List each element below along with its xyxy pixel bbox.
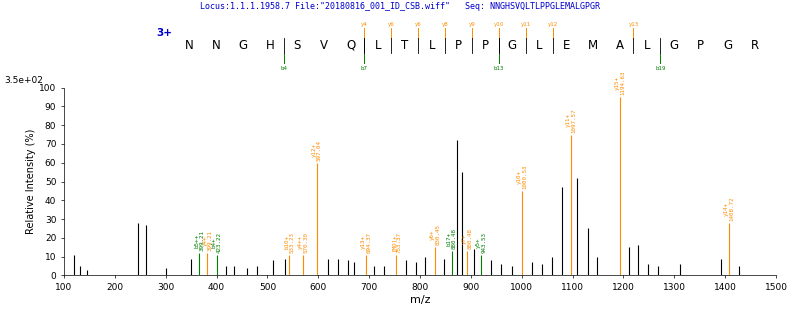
Text: P: P xyxy=(455,39,462,52)
Text: P: P xyxy=(482,39,489,52)
Text: G: G xyxy=(238,39,248,52)
Text: L: L xyxy=(374,39,381,52)
Text: N: N xyxy=(185,39,194,52)
Text: M: M xyxy=(588,39,598,52)
Text: [MO]+
753.37: [MO]+ 753.37 xyxy=(391,232,402,253)
Text: y8: y8 xyxy=(442,22,449,27)
Text: H: H xyxy=(266,39,274,52)
Text: L: L xyxy=(644,39,650,52)
Text: y6+
830.45: y6+ 830.45 xyxy=(430,224,441,245)
Text: y4: y4 xyxy=(361,22,368,27)
Text: y13+
694.37: y13+ 694.37 xyxy=(361,232,371,253)
X-axis label: m/z: m/z xyxy=(410,295,430,305)
Text: A: A xyxy=(616,39,624,52)
Text: b7: b7 xyxy=(361,66,368,71)
Text: y14+
1408.72: y14+ 1408.72 xyxy=(724,197,734,221)
Text: N: N xyxy=(212,39,221,52)
Text: G: G xyxy=(723,39,732,52)
Text: R: R xyxy=(750,39,758,52)
Text: y4++
570.30: y4++ 570.30 xyxy=(298,232,308,253)
Text: L: L xyxy=(536,39,542,52)
Text: y11: y11 xyxy=(521,22,531,27)
Text: b5++
399.21: b5++ 399.21 xyxy=(194,230,205,251)
Text: P: P xyxy=(698,39,704,52)
Text: y6: y6 xyxy=(388,22,394,27)
Text: 3.5e+02: 3.5e+02 xyxy=(4,75,43,85)
Text: y12+
597.04: y12+ 597.04 xyxy=(311,140,322,161)
Text: y5+
943.53: y5+ 943.53 xyxy=(476,232,486,253)
Text: y4+
399.21: y4+ 399.21 xyxy=(202,230,213,251)
Text: E: E xyxy=(562,39,570,52)
Text: b4: b4 xyxy=(280,66,287,71)
Text: L: L xyxy=(428,39,435,52)
Text: y6: y6 xyxy=(415,22,422,27)
Text: b4+
423.22: b4+ 423.22 xyxy=(211,232,222,253)
Y-axis label: Relative Intensity (%): Relative Intensity (%) xyxy=(26,129,36,234)
Text: y15+
1194.63: y15+ 1194.63 xyxy=(615,71,626,95)
Text: Locus:1.1.1.1958.7 File:"20180816_001_ID_CSB.wiff"   Seq: NNGHSVQLTLPPGLEMALGPGR: Locus:1.1.1.1958.7 File:"20180816_001_ID… xyxy=(200,2,600,11)
Text: G: G xyxy=(508,39,517,52)
Text: Q: Q xyxy=(346,39,355,52)
Text: b13: b13 xyxy=(494,66,504,71)
Text: V: V xyxy=(320,39,328,52)
Text: G: G xyxy=(670,39,678,52)
Text: y10+
1000.53: y10+ 1000.53 xyxy=(517,165,527,189)
Text: T: T xyxy=(401,39,408,52)
Text: y10: y10 xyxy=(494,22,504,27)
Text: b10+
533.23: b10+ 533.23 xyxy=(284,232,294,253)
Text: y11+
1097.57: y11+ 1097.57 xyxy=(566,108,576,133)
Text: b17+
880.48: b17+ 880.48 xyxy=(446,228,457,249)
Text: y9: y9 xyxy=(469,22,475,27)
Text: y13: y13 xyxy=(628,22,638,27)
Text: 3+: 3+ xyxy=(156,28,172,38)
Text: y7+
880.48: y7+ 880.48 xyxy=(462,228,473,249)
Text: y12: y12 xyxy=(548,22,558,27)
Text: S: S xyxy=(294,39,301,52)
Text: b19: b19 xyxy=(655,66,666,71)
